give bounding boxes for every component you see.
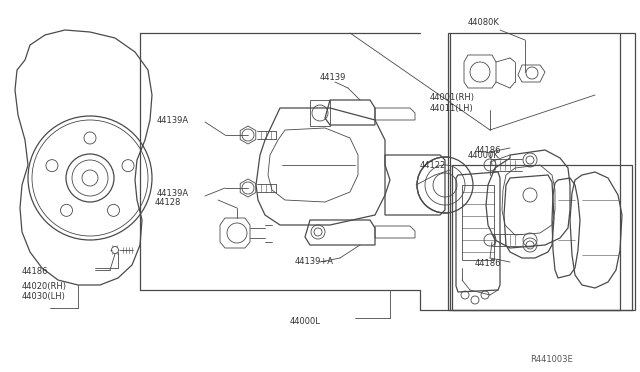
Text: 44186: 44186 <box>475 145 502 154</box>
Text: R441003E: R441003E <box>530 356 573 365</box>
Text: 44122: 44122 <box>420 160 446 170</box>
Text: 44128: 44128 <box>155 198 181 206</box>
Text: 44000L: 44000L <box>289 317 321 327</box>
Text: 44139+A: 44139+A <box>295 257 334 266</box>
Text: 44020(RH): 44020(RH) <box>22 282 67 291</box>
Text: 44139: 44139 <box>320 73 346 81</box>
Text: 44186: 44186 <box>475 259 502 267</box>
Text: 44139A: 44139A <box>157 115 189 125</box>
Text: 44139A: 44139A <box>157 189 189 198</box>
Text: 44080K: 44080K <box>468 17 500 26</box>
Text: 44001(RH): 44001(RH) <box>430 93 475 102</box>
Text: 44186: 44186 <box>22 267 49 276</box>
Text: 44030(LH): 44030(LH) <box>22 292 66 301</box>
Text: 44011(LH): 44011(LH) <box>430 103 474 112</box>
Text: 44000K: 44000K <box>468 151 500 160</box>
